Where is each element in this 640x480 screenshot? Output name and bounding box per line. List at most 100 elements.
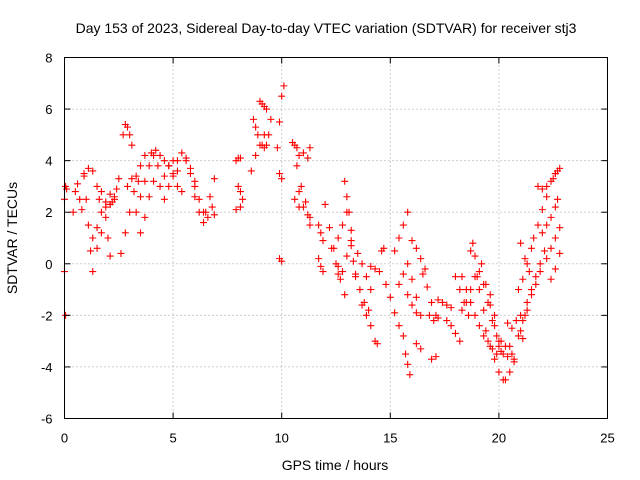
- data-point: [150, 177, 158, 185]
- data-point: [273, 144, 281, 152]
- data-point: [462, 298, 470, 306]
- series-seg57: [408, 237, 429, 273]
- data-point: [169, 172, 177, 180]
- data-point: [547, 213, 555, 221]
- data-point: [165, 162, 173, 170]
- data-point: [523, 260, 531, 268]
- data-point: [556, 224, 564, 232]
- data-point: [137, 229, 145, 237]
- data-point: [499, 350, 507, 358]
- series-seg42: [334, 208, 351, 242]
- data-point: [530, 234, 538, 242]
- data-point: [278, 92, 286, 100]
- data-point: [132, 172, 140, 180]
- y-tick-label: 2: [45, 205, 52, 220]
- data-point: [475, 268, 483, 276]
- data-point: [97, 229, 105, 237]
- data-point: [145, 193, 153, 201]
- series-seg17: [160, 172, 186, 203]
- data-point: [95, 195, 103, 203]
- data-point: [430, 317, 438, 325]
- data-point: [200, 219, 208, 227]
- series-seg74: [514, 327, 527, 343]
- data-point: [532, 280, 540, 288]
- data-point: [156, 182, 164, 190]
- data-point: [280, 82, 288, 90]
- data-point: [106, 252, 114, 260]
- series-seg29: [258, 115, 275, 152]
- data-point: [514, 332, 522, 340]
- data-point: [336, 275, 344, 283]
- data-point: [89, 234, 97, 242]
- series-seg73: [506, 342, 518, 363]
- data-point: [104, 234, 112, 242]
- data-point: [480, 306, 488, 314]
- data-point: [160, 172, 168, 180]
- data-point: [89, 167, 97, 175]
- data-point: [475, 322, 483, 330]
- data-point: [276, 118, 284, 126]
- data-point: [254, 131, 262, 139]
- data-point: [417, 255, 425, 263]
- data-point: [349, 257, 357, 265]
- data-point: [478, 260, 486, 268]
- series-seg39: [315, 255, 327, 276]
- data-point: [506, 342, 514, 350]
- data-point: [97, 188, 105, 196]
- data-point: [519, 317, 527, 325]
- series-seg31: [276, 170, 286, 183]
- series-seg5: [80, 164, 103, 203]
- series-seg62: [434, 296, 455, 312]
- data-point: [367, 286, 375, 294]
- data-point: [434, 314, 442, 322]
- series-seg41: [328, 244, 349, 299]
- data-point: [467, 247, 475, 255]
- series-seg27: [249, 115, 262, 139]
- series-seg8: [97, 188, 114, 260]
- series-seg4: [80, 172, 97, 276]
- series-seg53: [391, 208, 412, 255]
- data-point: [517, 239, 525, 247]
- series-seg3: [69, 180, 86, 216]
- data-point: [89, 268, 97, 276]
- data-point: [358, 260, 366, 268]
- data-point: [265, 131, 273, 139]
- data-point: [458, 306, 466, 314]
- data-point: [332, 260, 340, 268]
- data-point: [504, 353, 512, 361]
- series-seg14: [137, 162, 162, 237]
- data-point: [519, 275, 527, 283]
- data-point: [293, 162, 301, 170]
- data-point: [510, 355, 518, 363]
- data-point: [521, 311, 529, 319]
- series-seg78: [523, 260, 544, 306]
- data-point: [173, 167, 181, 175]
- data-point: [354, 249, 362, 257]
- data-point: [541, 247, 549, 255]
- data-point: [412, 309, 420, 317]
- series-seg70: [486, 291, 512, 361]
- data-point: [267, 115, 275, 123]
- y-tick-label: -4: [41, 360, 53, 375]
- data-point: [443, 317, 451, 325]
- data-point: [536, 260, 544, 268]
- data-point: [425, 311, 433, 319]
- series-seg77: [517, 239, 533, 276]
- series-seg59: [419, 270, 440, 319]
- data-point: [475, 286, 483, 294]
- data-point: [554, 195, 562, 203]
- data-point: [375, 268, 383, 276]
- data-point: [87, 247, 95, 255]
- data-point: [373, 340, 381, 348]
- data-point: [438, 298, 446, 306]
- data-point: [404, 208, 412, 216]
- data-point: [130, 188, 138, 196]
- y-tick-labels: -6 -4 -2 0 2 4 6 8: [41, 51, 53, 427]
- data-point: [399, 332, 407, 340]
- data-point: [117, 249, 125, 257]
- data-point: [347, 226, 355, 234]
- data-point: [154, 162, 162, 170]
- series-seg80: [530, 193, 551, 242]
- data-point: [123, 182, 131, 190]
